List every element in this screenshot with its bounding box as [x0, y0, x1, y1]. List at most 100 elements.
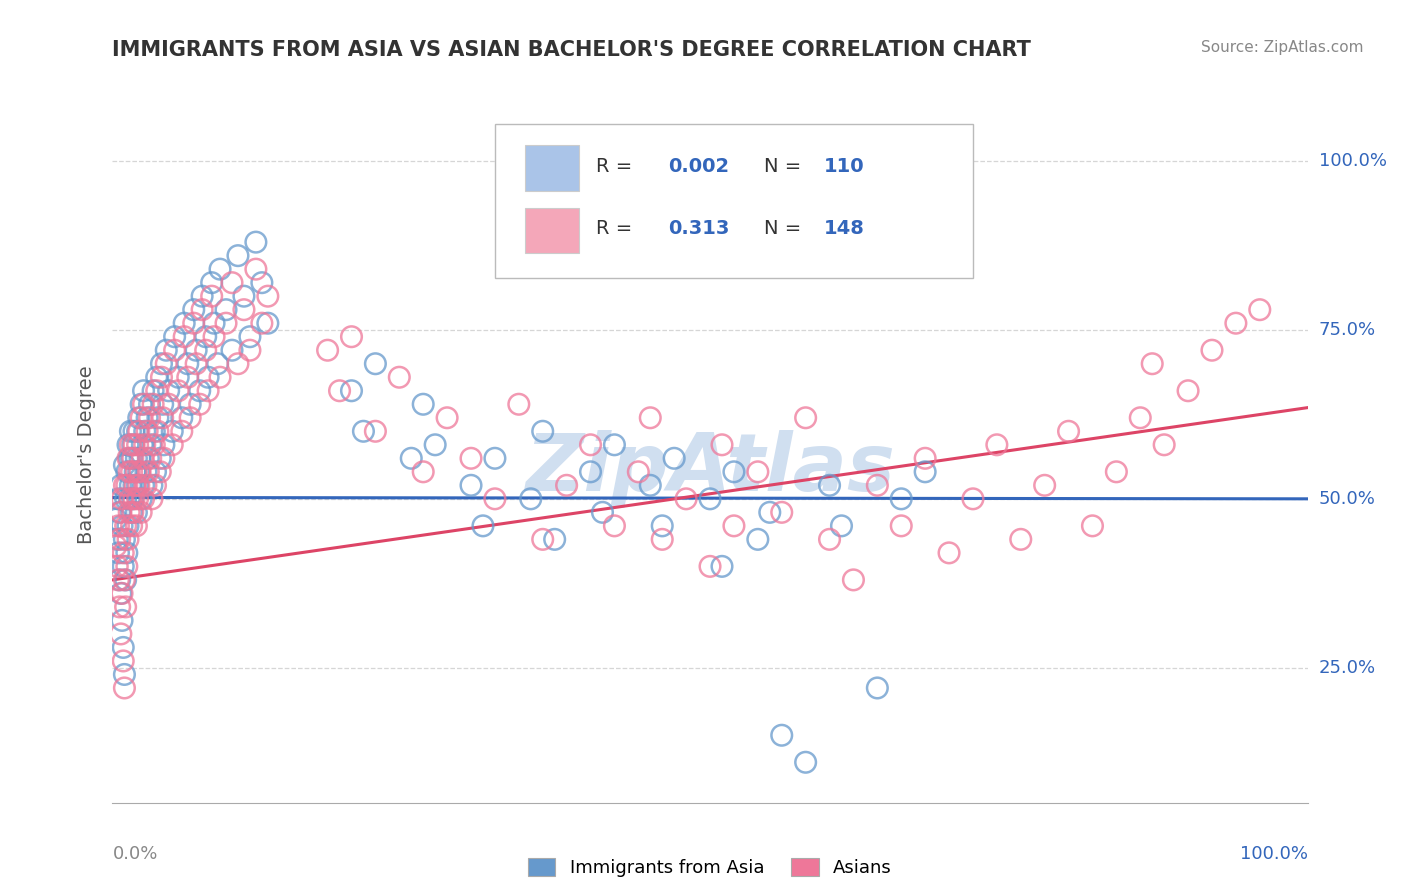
Point [111, 614, 134, 628]
Point [232, 289, 256, 303]
Point [128, 465, 150, 479]
Text: R =: R = [596, 157, 638, 176]
Point [117, 438, 139, 452]
Point [711, 559, 734, 574]
Point [316, 343, 339, 358]
Point [603, 519, 626, 533]
Point [127, 491, 149, 506]
Point [131, 451, 153, 466]
Point [112, 640, 135, 655]
Point [170, 410, 193, 425]
Point [138, 451, 160, 466]
Point [177, 357, 200, 371]
Point [117, 519, 139, 533]
Point [202, 329, 225, 343]
Point [162, 438, 183, 452]
Text: 0.0%: 0.0% [112, 845, 157, 863]
Point [127, 424, 149, 438]
Point [108, 599, 131, 614]
Point [257, 289, 280, 303]
Point [163, 329, 186, 343]
Point [215, 316, 238, 330]
Point [127, 478, 149, 492]
Point [202, 316, 225, 330]
Legend: Immigrants from Asia, Asians: Immigrants from Asia, Asians [522, 850, 898, 884]
Point [1140, 357, 1163, 371]
Point [149, 451, 172, 466]
Point [105, 512, 128, 526]
Point [118, 491, 141, 506]
Point [747, 465, 769, 479]
Point [1033, 478, 1056, 492]
Point [436, 410, 458, 425]
Point [122, 424, 145, 438]
Point [938, 546, 960, 560]
Point [250, 276, 273, 290]
Point [818, 478, 841, 492]
Point [226, 357, 249, 371]
Text: 110: 110 [824, 157, 865, 176]
Point [531, 533, 554, 547]
Point [162, 424, 183, 438]
Point [114, 681, 135, 695]
Point [183, 316, 205, 330]
Point [508, 397, 530, 411]
Point [188, 384, 211, 398]
Point [914, 451, 936, 466]
Point [830, 519, 852, 533]
Point [120, 438, 142, 452]
Point [699, 491, 721, 506]
Point [1129, 410, 1152, 425]
Point [138, 465, 160, 479]
Point [215, 302, 238, 317]
Point [177, 370, 200, 384]
Point [1177, 384, 1199, 398]
Point [117, 451, 139, 466]
Point [484, 491, 506, 506]
Point [651, 533, 673, 547]
Point [146, 424, 169, 438]
Point [108, 573, 131, 587]
Point [142, 384, 165, 398]
Point [122, 478, 145, 492]
Point [340, 384, 363, 398]
Point [591, 505, 613, 519]
Point [1010, 533, 1032, 547]
Point [170, 424, 193, 438]
Point [155, 343, 177, 358]
Point [138, 397, 160, 411]
Point [579, 438, 602, 452]
Y-axis label: Bachelor's Degree: Bachelor's Degree [77, 366, 96, 544]
FancyBboxPatch shape [495, 125, 973, 277]
Point [124, 478, 146, 492]
Point [191, 302, 214, 317]
Point [163, 343, 186, 358]
Point [711, 438, 734, 452]
Point [167, 370, 190, 384]
Point [129, 491, 152, 506]
Point [472, 519, 495, 533]
Text: N =: N = [763, 219, 807, 238]
Point [107, 519, 129, 533]
Text: 75.0%: 75.0% [1319, 321, 1376, 339]
Point [105, 559, 128, 574]
Point [257, 316, 280, 330]
Point [183, 302, 205, 317]
Point [105, 533, 128, 547]
Point [520, 491, 543, 506]
Point [531, 424, 554, 438]
Point [121, 505, 143, 519]
Point [208, 262, 231, 277]
Point [651, 519, 673, 533]
Point [129, 451, 152, 466]
Point [143, 424, 166, 438]
Point [128, 424, 150, 438]
Point [221, 343, 243, 358]
Point [245, 235, 267, 249]
Point [134, 424, 156, 438]
Point [145, 384, 167, 398]
Point [141, 491, 163, 506]
Point [675, 491, 697, 506]
Point [139, 451, 162, 466]
Point [186, 343, 208, 358]
